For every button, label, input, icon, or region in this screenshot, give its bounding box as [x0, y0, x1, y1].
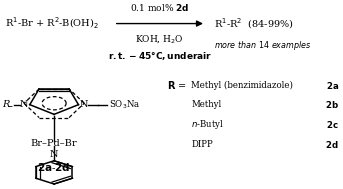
Text: Methyl: Methyl: [191, 101, 222, 109]
Text: Br–Pd–Br: Br–Pd–Br: [31, 139, 78, 148]
Text: $\bf{r.t. - 45°C, under air}$: $\bf{r.t. - 45°C, under air}$: [108, 50, 212, 62]
Text: $\mathbf{2a}$: $\mathbf{2a}$: [326, 80, 339, 91]
Text: R$^{1}$-Br + R$^{2}$-B(OH)$_{2}$: R$^{1}$-Br + R$^{2}$-B(OH)$_{2}$: [5, 16, 98, 31]
Text: R: R: [3, 100, 10, 109]
Text: $\it{more\ than\ 14\ examples}$: $\it{more\ than\ 14\ examples}$: [214, 39, 312, 52]
Text: $\mathbf{2a}$-$\mathbf{2d}$: $\mathbf{2a}$-$\mathbf{2d}$: [37, 161, 71, 173]
Text: $n$-Butyl: $n$-Butyl: [191, 118, 224, 131]
Text: $\mathbf{R}$ =: $\mathbf{R}$ =: [167, 79, 186, 91]
Text: –: –: [7, 101, 12, 111]
Text: R$^{1}$-R$^{2}$  (84-99%): R$^{1}$-R$^{2}$ (84-99%): [214, 16, 294, 31]
Text: N: N: [20, 100, 28, 109]
Text: DIPP: DIPP: [191, 140, 213, 149]
Text: $\mathbf{2b}$: $\mathbf{2b}$: [325, 99, 339, 111]
Text: SO$_3$Na: SO$_3$Na: [109, 98, 141, 111]
Text: KOH, H$_{2}$O: KOH, H$_{2}$O: [135, 33, 184, 46]
Text: N: N: [50, 150, 58, 159]
Text: $\mathbf{2c}$: $\mathbf{2c}$: [326, 119, 339, 130]
Text: N: N: [80, 100, 88, 109]
Text: Methyl (benzimidazole): Methyl (benzimidazole): [191, 81, 293, 90]
Text: 0.1 mol% $\mathbf{2d}$: 0.1 mol% $\mathbf{2d}$: [130, 2, 189, 13]
Text: $\mathbf{2d}$: $\mathbf{2d}$: [326, 139, 339, 150]
